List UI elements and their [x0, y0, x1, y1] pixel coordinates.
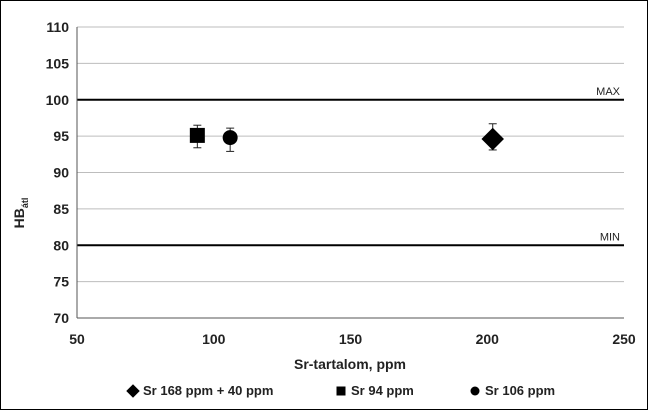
- grid-lines: [77, 26, 624, 319]
- legend-marker-circle: [470, 386, 480, 396]
- legend-marker-diamond: [126, 384, 140, 398]
- y-tick-label-70: 70: [53, 310, 69, 326]
- y-tick-label-80: 80: [53, 237, 69, 253]
- legend-label-3: Sr 106 ppm: [485, 383, 555, 398]
- min-reference-label: MIN: [600, 231, 620, 243]
- y-tick-label-90: 90: [53, 165, 69, 181]
- x-axis-title: Sr-tartalom, ppm: [294, 356, 406, 372]
- legend-marker-square: [336, 386, 346, 396]
- y-axis-title: HBátl: [11, 198, 30, 229]
- y-tick-label-110: 110: [46, 19, 69, 35]
- x-tick-label-100: 100: [202, 331, 226, 347]
- legend-label-2: Sr 94 ppm: [351, 383, 414, 398]
- data-point-diamond-1: [481, 127, 504, 151]
- data-point-square-2: [189, 127, 205, 143]
- y-tick-label-95: 95: [53, 128, 69, 144]
- legend-label-1: Sr 168 ppm + 40 ppm: [143, 383, 273, 398]
- x-tick-label-250: 250: [612, 331, 636, 347]
- max-reference-label: MAX: [596, 86, 621, 98]
- y-tick-label-85: 85: [53, 201, 69, 217]
- y-tick-label-100: 100: [46, 92, 70, 108]
- data-point-circle-3: [222, 130, 238, 146]
- data-series: [189, 123, 504, 152]
- y-tick-label-105: 105: [46, 55, 70, 71]
- x-tick-label-50: 50: [69, 331, 85, 347]
- x-tick-label-150: 150: [339, 331, 363, 347]
- axes: 70 75 80 85 90 95 100 105 110 50 100 150 200 250: [46, 19, 636, 347]
- x-tick-label-200: 200: [476, 331, 500, 347]
- reference-lines: MAX MIN: [77, 86, 624, 247]
- y-tick-label-75: 75: [53, 274, 69, 290]
- legend: Sr 168 ppm + 40 ppm Sr 94 ppm Sr 106 ppm: [126, 383, 555, 398]
